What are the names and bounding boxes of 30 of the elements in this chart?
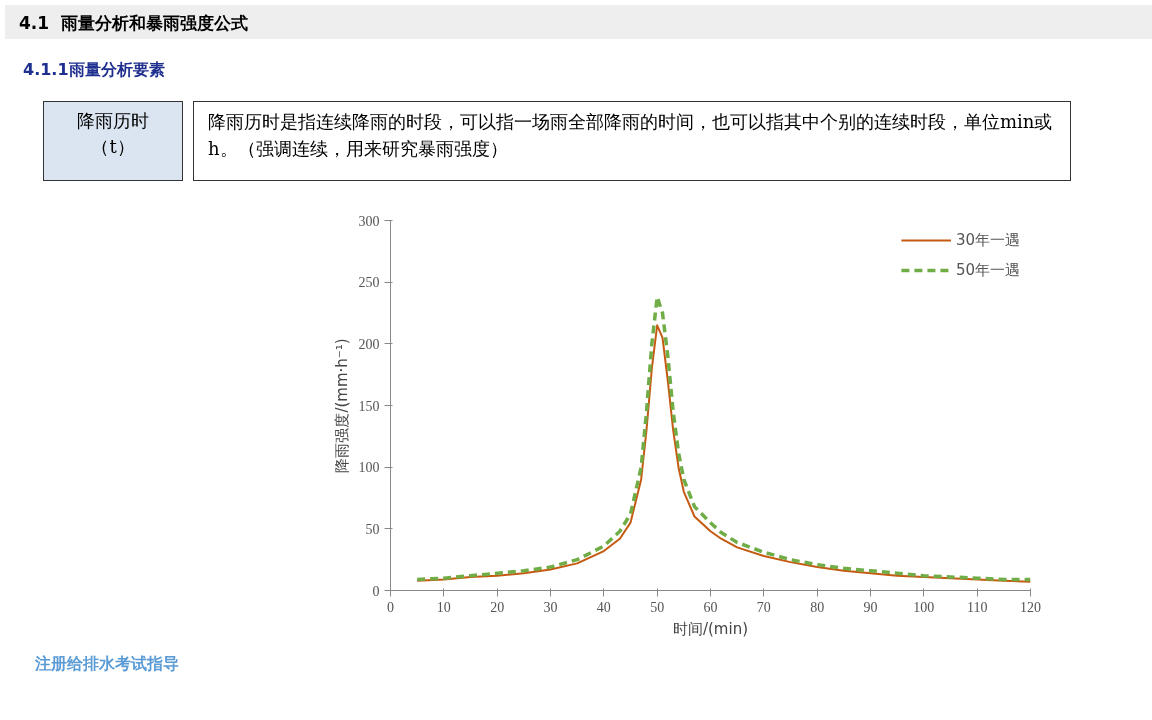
- y-tick-label: 0: [372, 583, 380, 599]
- y-tick-label: 250: [358, 275, 380, 291]
- y-tick-label: 100: [358, 460, 380, 476]
- text: 注册给排水考试指导: [35, 653, 179, 675]
- text: 降雨历时: [77, 110, 149, 131]
- x-tick-label: 120: [1020, 599, 1041, 615]
- y-tick-label: 150: [358, 398, 380, 414]
- y-axis-title: 降雨强度/(mm·h⁻¹): [332, 338, 351, 473]
- x-tick-label: 0: [387, 599, 394, 615]
- legend-label: 30年一遇: [955, 230, 1020, 250]
- x-tick-label: 100: [913, 599, 935, 615]
- x-tick-label: 40: [596, 599, 611, 615]
- text: （t）: [91, 135, 135, 157]
- x-tick-label: 70: [756, 599, 771, 615]
- text: 4.1 雨量分析和暴雨强度公式: [19, 12, 248, 35]
- y-tick-label: 50: [365, 521, 380, 537]
- x-tick-label: 10: [436, 599, 451, 615]
- y-tick-label: 300: [358, 213, 380, 229]
- x-tick-label: 20: [490, 599, 505, 615]
- y-tick-label: 200: [358, 336, 380, 352]
- x-tick-label: 60: [703, 599, 718, 615]
- x-tick-label: 110: [966, 599, 988, 615]
- x-tick-label: 90: [863, 599, 878, 615]
- legend-label: 50年一遇: [955, 260, 1020, 280]
- x-tick-label: 50: [650, 599, 665, 615]
- text: 4.1.1雨量分析要素: [23, 59, 165, 81]
- x-axis-title: 时间/(min): [672, 619, 749, 638]
- text: 降雨历时是指连续降雨的时段，可以指一场雨全部降雨的时间，也可以指其中个别的连续时段，单位min或h。（强调连续，用来研究暴雨强度）: [208, 110, 1054, 161]
- x-tick-label: 80: [810, 599, 825, 615]
- x-tick-label: 30: [543, 599, 558, 615]
